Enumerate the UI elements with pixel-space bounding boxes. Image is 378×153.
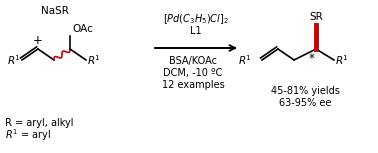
Text: L1: L1: [190, 26, 202, 36]
Text: $R^1$ = aryl: $R^1$ = aryl: [5, 127, 51, 143]
Text: SR: SR: [309, 12, 323, 22]
Text: BSA/KOAc: BSA/KOAc: [169, 56, 217, 66]
Text: $[Pd(C_3H_5)Cl]_2$: $[Pd(C_3H_5)Cl]_2$: [163, 12, 229, 26]
Text: DCM, -10 ºC: DCM, -10 ºC: [163, 68, 223, 78]
Text: $R^1$: $R^1$: [238, 53, 252, 67]
Text: $R^1$: $R^1$: [335, 53, 349, 67]
Text: 63-95% ee: 63-95% ee: [279, 98, 331, 108]
Text: NaSR: NaSR: [41, 6, 69, 16]
Text: OAc: OAc: [72, 24, 93, 34]
Text: $R^1$: $R^1$: [87, 53, 101, 67]
Text: $R^1$: $R^1$: [7, 53, 21, 67]
Text: +: +: [33, 34, 43, 47]
Text: 45-81% yields: 45-81% yields: [271, 86, 339, 96]
Text: *: *: [309, 52, 315, 65]
Text: R = aryl, alkyl: R = aryl, alkyl: [5, 118, 73, 128]
Text: 12 examples: 12 examples: [162, 80, 225, 90]
